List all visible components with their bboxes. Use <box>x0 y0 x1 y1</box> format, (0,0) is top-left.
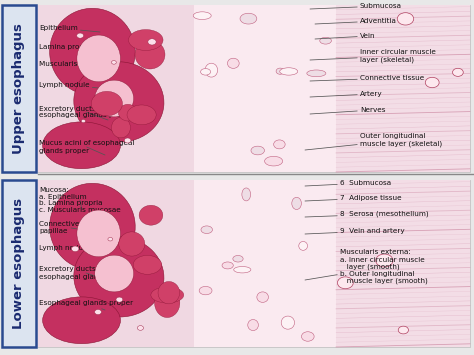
Text: Muscularis mucosae: Muscularis mucosae <box>39 61 112 67</box>
Ellipse shape <box>135 40 165 69</box>
Ellipse shape <box>453 68 463 76</box>
Ellipse shape <box>273 140 285 149</box>
Ellipse shape <box>201 226 212 234</box>
Bar <box>193 180 336 347</box>
Ellipse shape <box>72 246 79 252</box>
Ellipse shape <box>292 197 301 209</box>
Text: Muscularis externa:
a. Inner circular muscle
   layer (smooth)
b. Outer longitud: Muscularis externa: a. Inner circular mu… <box>305 250 428 284</box>
Ellipse shape <box>81 120 85 123</box>
Ellipse shape <box>201 69 210 75</box>
Text: Lamina propria: Lamina propria <box>39 44 98 50</box>
Text: 8  Serosa (mesothelium): 8 Serosa (mesothelium) <box>305 211 428 217</box>
Text: Mucosa:
a. Epithelium
b. Lamina propria
c. Muscularis mucosae: Mucosa: a. Epithelium b. Lamina propria … <box>39 186 121 213</box>
Ellipse shape <box>43 122 120 169</box>
Ellipse shape <box>397 13 414 25</box>
Ellipse shape <box>74 237 164 317</box>
Bar <box>193 5 336 172</box>
Text: Lower esophagus: Lower esophagus <box>12 198 26 329</box>
Bar <box>336 5 470 172</box>
Ellipse shape <box>124 138 131 143</box>
Ellipse shape <box>139 205 163 225</box>
Ellipse shape <box>108 237 113 241</box>
Text: Upper esophagus: Upper esophagus <box>12 23 26 154</box>
Ellipse shape <box>137 326 144 330</box>
Ellipse shape <box>337 277 353 289</box>
Ellipse shape <box>280 68 298 75</box>
Bar <box>38 5 470 172</box>
Ellipse shape <box>95 255 134 292</box>
Ellipse shape <box>77 35 120 82</box>
Text: Connective tissue: Connective tissue <box>310 75 424 81</box>
Ellipse shape <box>276 68 284 74</box>
Text: Vein: Vein <box>315 33 375 39</box>
Ellipse shape <box>50 183 135 270</box>
Ellipse shape <box>199 286 212 295</box>
Ellipse shape <box>155 288 180 317</box>
Ellipse shape <box>228 58 239 69</box>
Ellipse shape <box>95 310 101 315</box>
Text: 7  Adipose tissue: 7 Adipose tissue <box>305 195 401 201</box>
Text: Artery: Artery <box>310 91 383 97</box>
Ellipse shape <box>320 37 331 44</box>
Text: Lymph nodule: Lymph nodule <box>39 82 110 89</box>
Ellipse shape <box>148 39 156 45</box>
Ellipse shape <box>119 232 145 256</box>
Ellipse shape <box>128 29 163 50</box>
FancyBboxPatch shape <box>2 5 36 172</box>
Ellipse shape <box>118 104 137 121</box>
Bar <box>38 5 193 172</box>
Ellipse shape <box>425 77 439 88</box>
Ellipse shape <box>301 332 314 341</box>
Text: Nerves: Nerves <box>310 107 385 114</box>
Text: Connective tissue
papillae: Connective tissue papillae <box>39 222 105 235</box>
Text: Lymph nodule: Lymph nodule <box>39 245 110 252</box>
FancyBboxPatch shape <box>2 180 36 347</box>
Ellipse shape <box>50 9 135 95</box>
Ellipse shape <box>264 156 283 166</box>
Ellipse shape <box>43 297 120 344</box>
Ellipse shape <box>222 262 233 269</box>
Ellipse shape <box>248 320 258 331</box>
Ellipse shape <box>233 256 243 262</box>
Ellipse shape <box>111 118 130 138</box>
Ellipse shape <box>77 33 83 38</box>
Ellipse shape <box>95 80 134 117</box>
Text: Adventitia: Adventitia <box>315 18 397 24</box>
Ellipse shape <box>281 316 294 329</box>
Text: 9  Vein and artery: 9 Vein and artery <box>305 228 405 234</box>
Ellipse shape <box>240 13 257 24</box>
Ellipse shape <box>91 91 122 116</box>
Text: Outer longitudinal
muscle layer (skeletal): Outer longitudinal muscle layer (skeleta… <box>305 133 442 150</box>
Text: Epithelium: Epithelium <box>39 25 100 32</box>
Ellipse shape <box>234 267 251 273</box>
Text: Mucus acini of esophageal
glands proper: Mucus acini of esophageal glands proper <box>39 141 134 155</box>
Bar <box>38 180 470 347</box>
Bar <box>336 180 470 347</box>
Ellipse shape <box>251 146 264 155</box>
Text: Esophageal glands proper: Esophageal glands proper <box>39 300 133 310</box>
Ellipse shape <box>307 70 326 77</box>
Ellipse shape <box>205 63 218 77</box>
Ellipse shape <box>257 292 268 302</box>
Ellipse shape <box>111 61 116 64</box>
Ellipse shape <box>133 255 162 274</box>
Ellipse shape <box>127 105 156 125</box>
Text: Excretory ducts of
esophageal glands proper: Excretory ducts of esophageal glands pro… <box>39 267 133 280</box>
Ellipse shape <box>193 12 211 20</box>
Text: 6  Submucosa: 6 Submucosa <box>305 180 391 186</box>
Ellipse shape <box>74 62 164 142</box>
Bar <box>38 180 193 347</box>
Ellipse shape <box>376 254 393 267</box>
Text: Submucosa: Submucosa <box>310 3 402 9</box>
Text: Excretory ducts of
esophageal glands proper: Excretory ducts of esophageal glands pro… <box>39 105 133 120</box>
Ellipse shape <box>116 297 123 302</box>
Ellipse shape <box>398 326 409 334</box>
Ellipse shape <box>151 287 184 303</box>
Text: Inner circular muscle
layer (skeletal): Inner circular muscle layer (skeletal) <box>310 49 436 63</box>
Ellipse shape <box>158 282 180 304</box>
Ellipse shape <box>242 188 251 201</box>
Ellipse shape <box>77 210 120 257</box>
Ellipse shape <box>299 241 308 250</box>
